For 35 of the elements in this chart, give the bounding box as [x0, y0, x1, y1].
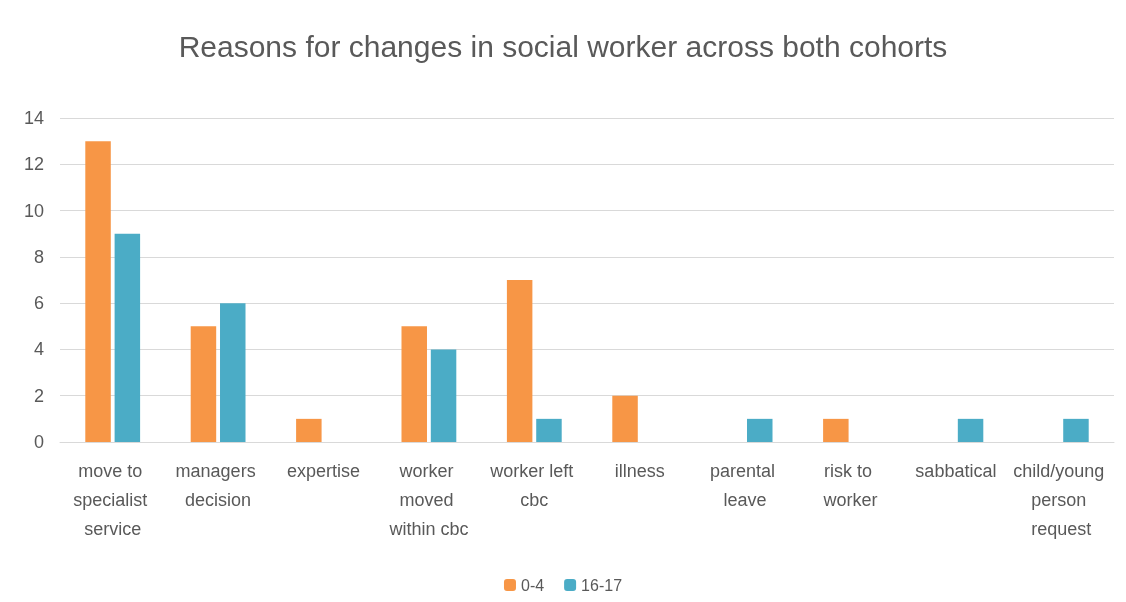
x-tick-label: risk to worker [822, 460, 878, 510]
bar [220, 303, 246, 442]
x-tick-label: child/young person request [1013, 460, 1110, 539]
x-tick-label: move to specialist service [73, 460, 153, 539]
bar [506, 280, 533, 442]
x-tick-label: sabbatical [915, 460, 997, 481]
y-tick-label: 0 [33, 432, 44, 452]
x-tick-label: worker left cbc [489, 460, 579, 510]
y-tick-label: 2 [33, 385, 44, 406]
x-tick-label: worker moved within cbc [388, 460, 469, 539]
legend-label: 0-4 [520, 576, 545, 594]
x-tick-label: illness [614, 460, 665, 481]
bar [190, 326, 217, 442]
bar [612, 395, 638, 442]
legend-label: 16-17 [581, 576, 623, 594]
y-tick-label: 4 [33, 339, 44, 360]
x-tick-label: expertise [286, 460, 361, 481]
x-tick-label: parental leave [710, 460, 781, 510]
y-tick-label: 14 [23, 108, 44, 128]
bar [85, 141, 111, 442]
y-tick-label: 10 [23, 200, 44, 221]
bar [823, 418, 849, 442]
y-tick-label: 6 [33, 293, 44, 314]
bar [296, 418, 322, 442]
bar [957, 418, 984, 442]
bar [1063, 418, 1089, 442]
x-tick-label: managers decision [175, 460, 261, 510]
bar [747, 418, 773, 442]
bar [536, 418, 562, 442]
y-tick-label: 12 [23, 154, 44, 175]
bar [430, 349, 457, 442]
chart-title: Reasons for changes in social worker across both cohorts [178, 29, 948, 63]
y-tick-label: 8 [33, 246, 44, 267]
bar [401, 326, 427, 442]
bar [114, 233, 141, 442]
